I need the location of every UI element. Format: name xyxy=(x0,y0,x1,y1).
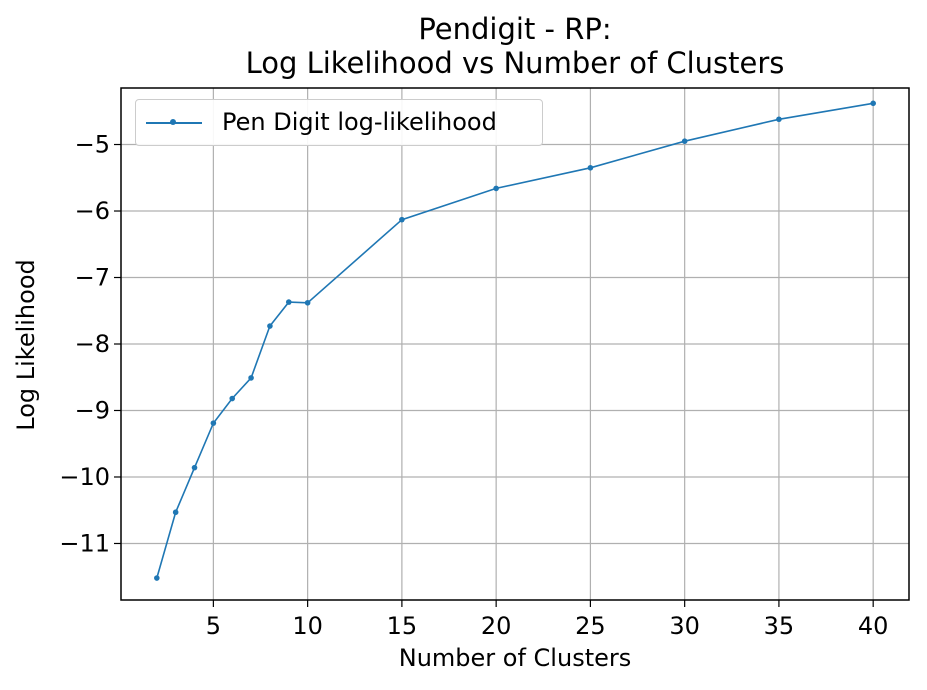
y-tick-label: −5 xyxy=(75,131,110,159)
y-tick-label: −9 xyxy=(75,396,110,424)
data-point xyxy=(210,420,217,426)
series-layer xyxy=(154,100,876,581)
data-point xyxy=(681,138,688,144)
series-line xyxy=(156,102,874,579)
chart-title-line-2: Log Likelihood vs Number of Clusters xyxy=(245,46,785,80)
data-point xyxy=(248,375,254,381)
x-tick-label: 25 xyxy=(575,612,606,640)
y-tick-label: −11 xyxy=(59,529,110,557)
data-point xyxy=(229,395,236,402)
data-point xyxy=(399,216,405,223)
y-tick-label: −7 xyxy=(75,264,110,292)
legend-entry-label: Pen Digit log-likelihood xyxy=(222,108,497,136)
data-point xyxy=(304,299,311,306)
plot-area-frame xyxy=(120,87,910,601)
legend-marker-swatch xyxy=(170,119,176,125)
chart-title-line-1: Pendigit - RP: xyxy=(418,12,612,46)
data-point xyxy=(776,116,782,123)
y-tick-label: −6 xyxy=(75,197,110,225)
data-point xyxy=(267,323,273,329)
y-tick-label: −8 xyxy=(75,330,110,358)
x-axis-label: Number of Clusters xyxy=(398,644,632,672)
x-tick-label: 20 xyxy=(481,612,512,640)
x-tick-label: 5 xyxy=(206,612,221,640)
y-axis-label: Log Likelihood xyxy=(12,259,40,431)
data-point xyxy=(154,575,160,581)
x-tick-label: 30 xyxy=(669,612,700,640)
x-tick-label: 40 xyxy=(858,612,889,640)
data-point xyxy=(493,185,499,192)
data-point xyxy=(191,464,198,471)
data-point xyxy=(172,509,179,516)
data-point xyxy=(587,164,594,171)
y-tick-label: −10 xyxy=(59,463,110,491)
x-tick-label: 10 xyxy=(292,612,323,640)
grid-lines xyxy=(121,88,909,600)
axis-ticks: 5 10 15 20 25 30 35 40 −11 −10 −9 −8 −7 −6 −5 xyxy=(59,131,888,640)
legend: Pen Digit log-likelihood xyxy=(135,99,543,146)
data-point xyxy=(870,100,876,107)
x-tick-label: 15 xyxy=(387,612,418,640)
x-tick-label: 35 xyxy=(764,612,795,640)
data-point xyxy=(285,299,292,305)
